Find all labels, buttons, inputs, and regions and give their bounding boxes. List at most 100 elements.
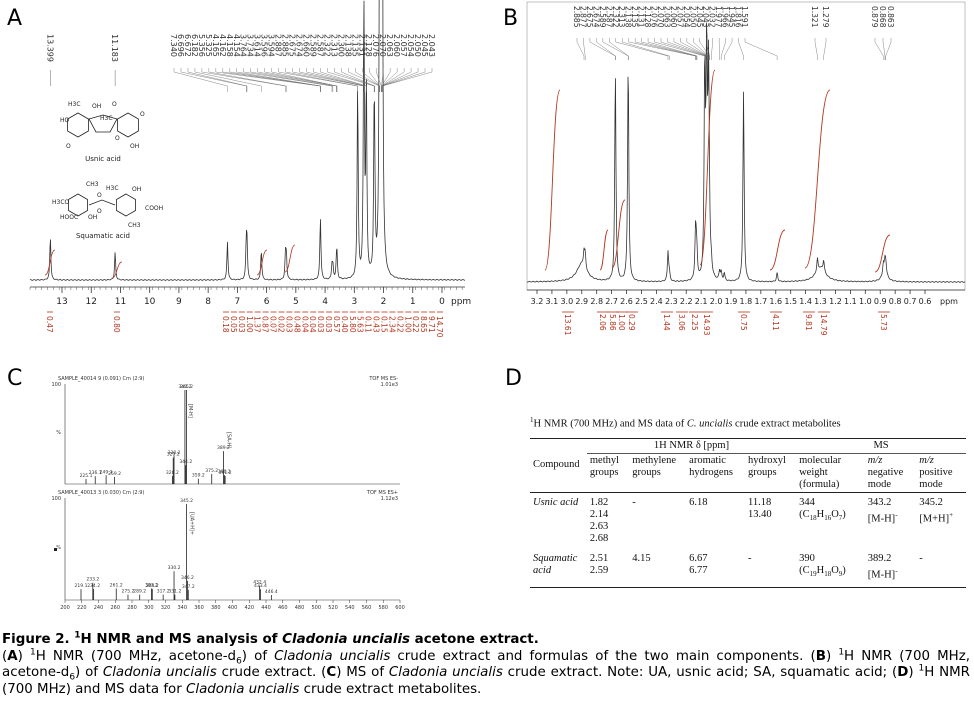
- peak-label: 2.674: [295, 34, 304, 57]
- atom-label: H3CO: [52, 199, 70, 206]
- integral-label: 1.44: [662, 314, 671, 331]
- cell-line: 6.18: [689, 496, 708, 508]
- peak-label: 2.131: [637, 6, 646, 28]
- integral-label: 0.75: [739, 314, 748, 331]
- peak-label: 2.076: [650, 6, 659, 28]
- peak-leader: [823, 38, 827, 60]
- peak-label: 2.322: [322, 34, 331, 57]
- caption-run: crude extract. (: [216, 665, 327, 680]
- peak-leader: [208, 68, 287, 92]
- axis-tick-label: 300: [144, 605, 154, 611]
- axis-tick-label: 8: [205, 297, 211, 307]
- peak-label: 2.128: [643, 6, 652, 28]
- caption-run: D: [897, 665, 909, 680]
- value-cell: 344 (C18H16O7): [796, 492, 865, 545]
- axis-tick-label: 2.6: [620, 297, 633, 306]
- ring: [117, 112, 139, 138]
- peak-label: 4.162: [218, 34, 227, 57]
- caption-title: Figure 2. 1H NMR and MS analysis of Clad…: [2, 630, 539, 647]
- ms-peak-label: 329.2: [167, 452, 180, 458]
- ms-peak-label: 343.2: [178, 384, 191, 390]
- peak-leader: [615, 38, 669, 60]
- axis-tick-label: 420: [244, 605, 254, 611]
- integral-curve: [111, 261, 123, 279]
- integral-label: 0.04: [300, 316, 309, 333]
- peak-leader: [257, 68, 337, 92]
- peak-leader: [576, 38, 585, 60]
- peak-label: 2.043: [701, 6, 710, 28]
- axis-tick-label: 380: [211, 605, 221, 611]
- integral-label: 0.57: [332, 316, 341, 333]
- integral-label: 0.87: [261, 316, 270, 333]
- panel-label: A: [7, 6, 23, 31]
- axis-tick-label: 0.7: [904, 297, 917, 306]
- ms-peak-label: 317.2: [157, 589, 170, 595]
- peak-label: 2.887: [274, 34, 283, 57]
- axis-tick-label: 1.8: [740, 297, 753, 306]
- axis-tick-label: 2.0: [710, 297, 723, 306]
- integral-label: 0.22: [395, 316, 404, 333]
- ms-peak-label: 345.2: [180, 498, 193, 504]
- integral-label: 0.03: [237, 316, 246, 333]
- peak-leader: [711, 38, 713, 60]
- caption-run: crude extract and formulas of the two ma…: [390, 648, 816, 664]
- axis-tick-label: 1.6: [769, 297, 782, 306]
- integral-label: 1.00: [245, 316, 254, 333]
- column-header: m/z negative mode: [867, 454, 904, 490]
- ms-peak-label: 328.2: [166, 470, 179, 476]
- peak-label: 2.043: [427, 34, 436, 57]
- caption-run: ): [17, 648, 30, 664]
- ms-peak-label: 390.2: [218, 469, 231, 475]
- atom-label: HOOC: [60, 214, 78, 221]
- cell-line: 343.2: [867, 496, 892, 508]
- peak-label: 3.596: [260, 34, 269, 57]
- peak-leader: [609, 38, 629, 60]
- axis-tick-label: 460: [278, 605, 288, 611]
- peak-label: 2.054: [406, 34, 415, 57]
- ms-peak-label: 234.2: [87, 583, 100, 589]
- caption-run: H NMR (700 MHz, acetone-d: [35, 648, 237, 664]
- value-cell: -: [745, 545, 796, 588]
- peak-leader: [680, 38, 708, 60]
- axis-tick-label: 2.8: [590, 297, 603, 306]
- caption-run: Cladonia uncialis: [102, 665, 217, 680]
- ion-annotation: [UA+H]+: [189, 512, 195, 535]
- cell-line: 1.82: [589, 496, 609, 508]
- header-cell: Compound: [530, 438, 587, 493]
- peak-label: 2.070: [656, 6, 665, 28]
- atom-label: O: [97, 208, 102, 215]
- peak-label: 3.734: [246, 34, 255, 57]
- axis-tick-label: 3.0: [560, 297, 573, 306]
- y-max-label: 100: [51, 496, 61, 502]
- cell-line: -: [919, 552, 923, 564]
- atom-label: HO: [60, 117, 70, 124]
- peak-label: 2.300: [336, 34, 345, 57]
- axis-tick-label: 480: [295, 605, 305, 611]
- ms-peak-label: 303.2: [145, 582, 158, 588]
- integral-label: 9.81: [804, 314, 813, 331]
- integral-label: 0.22: [411, 316, 420, 333]
- peak-leader: [250, 68, 334, 92]
- peak-label: 2.885: [281, 34, 290, 57]
- caption-run: B: [815, 648, 826, 664]
- caption-run: 1: [29, 647, 36, 658]
- atom-label: O: [140, 111, 145, 118]
- caption-run: C: [326, 665, 337, 680]
- peak-label: 2.322: [611, 6, 620, 28]
- axis-tick-label: 0.6: [919, 297, 932, 306]
- axis-tick-label: 520: [328, 605, 338, 611]
- peak-label: 2.070: [378, 34, 387, 57]
- caption-run: 6: [69, 672, 76, 683]
- axis-tick-label: 280: [127, 605, 137, 611]
- cell-line: 2.51: [589, 552, 609, 564]
- peak-label: 2.138: [624, 6, 633, 28]
- spectrum-header: SAMPLE_40014 9 (0.091) Cm (2:9): [58, 376, 144, 382]
- peak-leader: [341, 68, 375, 92]
- peak-label: 5.356: [197, 34, 206, 57]
- ms-peak-label: 275.2: [122, 589, 135, 595]
- axis-tick-label: 1.9: [725, 297, 738, 306]
- caption-run: ) of: [75, 665, 103, 680]
- ms-peak-label: 346.2: [181, 575, 194, 581]
- axis-tick-label: 0.9: [874, 297, 887, 306]
